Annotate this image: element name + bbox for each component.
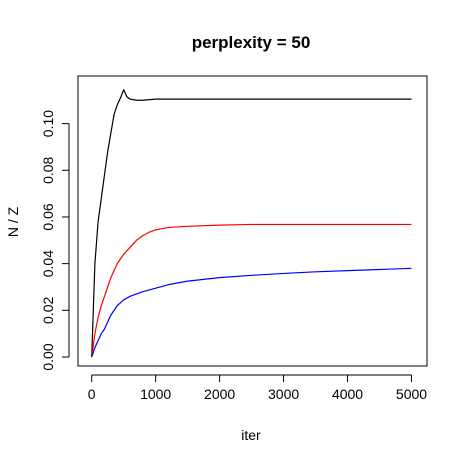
y-tick-label: 0.00 — [40, 343, 56, 370]
x-axis-ticks: 0 1000 2000 3000 4000 5000 — [88, 375, 427, 402]
y-tick-label: 0.02 — [40, 296, 56, 323]
x-tick-label: 1000 — [140, 386, 171, 402]
series-line-3 — [91, 267, 412, 358]
chart-title: perplexity = 50 — [192, 33, 311, 52]
plot-frame — [77, 75, 428, 367]
x-tick-label: 0 — [88, 386, 96, 402]
series-line-1 — [91, 89, 412, 358]
x-axis-label: iter — [241, 427, 261, 443]
y-tick-label: 0.04 — [40, 250, 56, 277]
y-axis-ticks: 0.00 0.02 0.04 0.06 0.08 0.10 — [40, 110, 69, 371]
y-tick-label: 0.08 — [40, 156, 56, 183]
y-tick-label: 0.06 — [40, 203, 56, 230]
series-line-2 — [91, 223, 412, 358]
x-tick-label: 3000 — [268, 386, 299, 402]
y-tick-label: 0.10 — [40, 110, 56, 137]
x-tick-label: 4000 — [332, 386, 363, 402]
x-tick-label: 5000 — [396, 386, 427, 402]
x-tick-label: 2000 — [204, 386, 235, 402]
series-layer — [91, 89, 412, 358]
y-axis-label: N / Z — [5, 206, 21, 237]
